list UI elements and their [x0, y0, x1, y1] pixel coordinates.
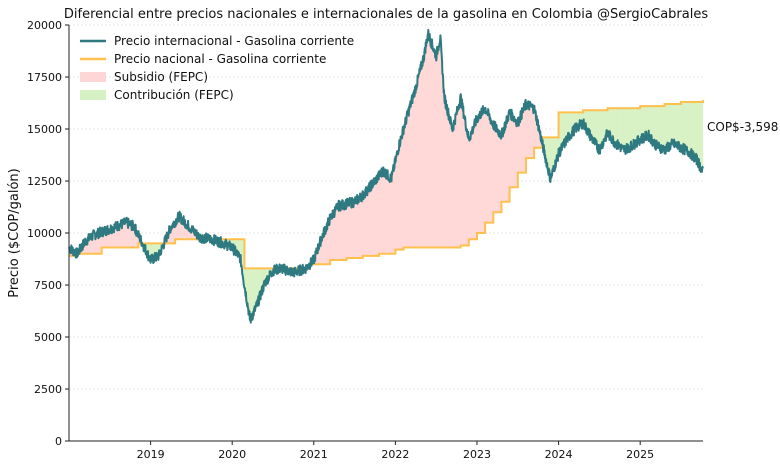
y-tick-label: 7500 [34, 279, 62, 292]
annotation-last-differential: COP$-3,598 [707, 120, 778, 134]
x-tick-label: 2024 [545, 448, 573, 461]
y-tick-label: 5000 [34, 331, 62, 344]
y-axis-label: Precio ($COP/galón) [7, 168, 22, 297]
x-tick-label: 2021 [300, 448, 328, 461]
x-tick-label: 2025 [626, 448, 654, 461]
x-tick-label: 2020 [218, 448, 246, 461]
y-tick-label: 15000 [27, 123, 62, 136]
chart-title: Diferencial entre precios nacionales e i… [64, 7, 708, 22]
y-tick-label: 12500 [27, 175, 62, 188]
y-tick-label: 17500 [27, 71, 62, 84]
legend: Precio internacional - Gasolina corrient… [80, 34, 354, 102]
x-tick-label: 2019 [137, 448, 165, 461]
y-tick-label: 2500 [34, 383, 62, 396]
legend-label-contribucion: Contribución (FEPC) [114, 88, 234, 102]
legend-swatch-contribucion [80, 90, 106, 100]
legend-label-nacional: Precio nacional - Gasolina corriente [114, 52, 326, 66]
legend-swatch-subsidio [80, 72, 106, 82]
x-tick-label: 2022 [381, 448, 409, 461]
y-tick-label: 20000 [27, 19, 62, 32]
y-tick-label: 10000 [27, 227, 62, 240]
legend-label-internacional: Precio internacional - Gasolina corrient… [114, 34, 354, 48]
y-tick-label: 0 [55, 435, 62, 448]
x-tick-label: 2023 [463, 448, 491, 461]
legend-label-subsidio: Subsidio (FEPC) [114, 70, 208, 84]
